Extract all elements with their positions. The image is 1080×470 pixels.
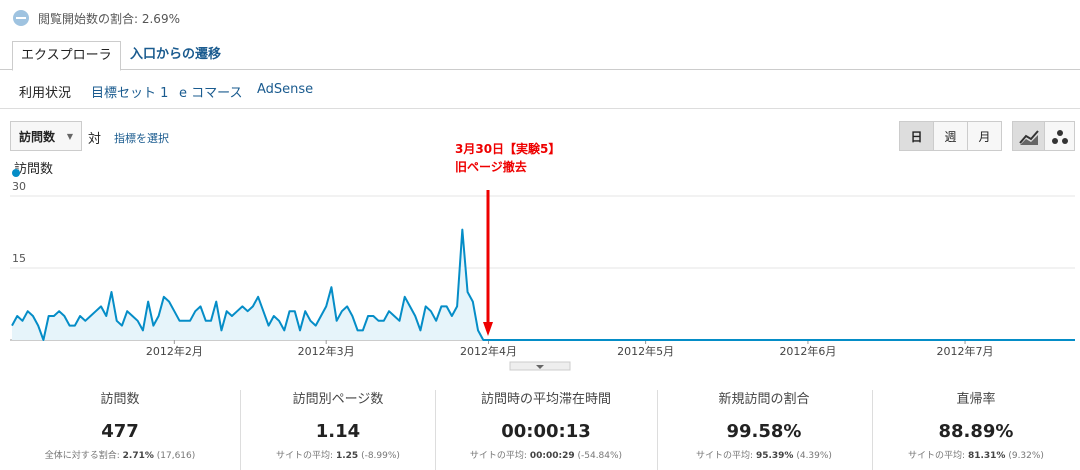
note-value: 00:00:29 — [529, 451, 575, 461]
note-value: 81.31% — [967, 451, 1006, 461]
area — [12, 229, 1075, 340]
stat-note: サイトの平均: 1.25 (-8.99%) — [238, 448, 438, 461]
note-label: サイトの平均: — [696, 451, 754, 461]
stat-value: 477 — [101, 421, 139, 442]
y-tick-label: 15 — [12, 252, 26, 265]
stat-value: 88.89% — [938, 421, 1014, 442]
note-label: サイトの平均: — [276, 451, 334, 461]
header-title: 閲覧開始数の割合: 2.69% — [38, 12, 180, 26]
stat-value: 99.58% — [726, 421, 802, 442]
stat-note: サイトの平均: 81.31% (9.32%) — [876, 448, 1076, 461]
chart-type-motion[interactable] — [1044, 121, 1075, 151]
stat-note: サイトの平均: 95.39% (4.39%) — [664, 448, 864, 461]
note-extra: (-8.99%) — [361, 451, 400, 461]
chart: 訪問数 3月30日【実験5】 旧ページ撤去 15 30 2012年2月 2012年3月… — [10, 141, 1075, 371]
period-button[interactable]: 月 — [967, 121, 1002, 151]
stat: 直帰率 88.89% サイトの平均: 81.31% (9.32%) — [876, 388, 1076, 461]
legend-marker — [12, 169, 20, 177]
legend-label: 訪問数 — [14, 161, 53, 177]
select-metric[interactable]: 指標を選択 — [114, 132, 169, 145]
stat: 訪問時の平均滞在時間 00:00:13 サイトの平均: 00:00:29 (-5… — [446, 388, 646, 461]
x-tick-label: 2012年3月 — [298, 344, 355, 358]
stat: 訪問数 477 全体に対する割合: 2.71% (17,616) — [20, 388, 220, 461]
note-value: 95.39% — [755, 451, 794, 461]
separator — [657, 390, 658, 470]
annotation-arrowhead — [483, 322, 493, 336]
period-button[interactable]: 日 — [899, 121, 934, 151]
note-extra: (9.32%) — [1008, 451, 1044, 461]
note-extra: (-54.84%) — [577, 451, 623, 461]
stat-value: 00:00:13 — [501, 421, 591, 442]
stat-note: 全体に対する割合: 2.71% (17,616) — [20, 448, 220, 461]
separator — [435, 390, 436, 470]
note-value: 2.71% — [122, 451, 154, 461]
stat: 新規訪問の割合 99.58% サイトの平均: 95.39% (4.39%) — [664, 388, 864, 461]
tab[interactable]: エクスプローラ — [12, 41, 121, 71]
note-label: サイトの平均: — [908, 451, 966, 461]
versus: 対 — [88, 132, 102, 147]
separator — [872, 390, 873, 470]
x-tick-label: 2012年4月 — [460, 344, 517, 358]
stat-label: 訪問時の平均滞在時間 — [480, 392, 611, 407]
metric-dropdown[interactable]: 訪問数 ▼ — [10, 121, 82, 151]
x-tick-label: 2012年7月 — [937, 344, 994, 358]
chart-type-line[interactable] — [1012, 121, 1045, 151]
note-label: サイトの平均: — [469, 451, 527, 461]
note-label: 全体に対する割合: — [44, 451, 120, 461]
x-tick-label: 2012年5月 — [617, 344, 674, 358]
stat-value: 1.14 — [315, 421, 361, 442]
stat-note: サイトの平均: 00:00:29 (-54.84%) — [446, 448, 646, 461]
note-extra: (17,616) — [156, 451, 196, 461]
stat-label: 直帰率 — [956, 392, 996, 407]
tab[interactable]: 入口からの遷移 — [130, 47, 222, 62]
annotation: 3月30日【実験5】 — [455, 141, 560, 156]
divider — [0, 108, 1080, 109]
header-icon — [13, 10, 29, 26]
subnav-item[interactable]: 利用状況 — [19, 86, 72, 101]
stat: 訪問別ページ数 1.14 サイトの平均: 1.25 (-8.99%) — [238, 388, 438, 461]
tab-border — [0, 69, 1080, 70]
metric-label: 訪問数 — [19, 130, 56, 144]
period-button[interactable]: 週 — [933, 121, 968, 151]
stat-label: 新規訪問の割合 — [718, 392, 810, 407]
separator — [240, 390, 241, 470]
subnav-item[interactable]: 目標セット 1 — [91, 86, 169, 101]
annotation: 旧ページ撤去 — [455, 159, 527, 174]
subnav-item[interactable]: e コマース — [179, 86, 243, 101]
subnav-item[interactable]: AdSense — [257, 82, 314, 97]
line — [11, 228, 1075, 341]
x-tick-label: 2012年6月 — [779, 344, 836, 358]
stat-label: 訪問数 — [100, 392, 140, 407]
collapse-icon — [536, 365, 544, 369]
stat-label: 訪問別ページ数 — [292, 392, 384, 407]
x-tick-label: 2012年2月 — [146, 344, 203, 358]
note-extra: (4.39%) — [796, 451, 832, 461]
note-value: 1.25 — [335, 451, 359, 461]
y-tick-label: 30 — [12, 180, 26, 193]
